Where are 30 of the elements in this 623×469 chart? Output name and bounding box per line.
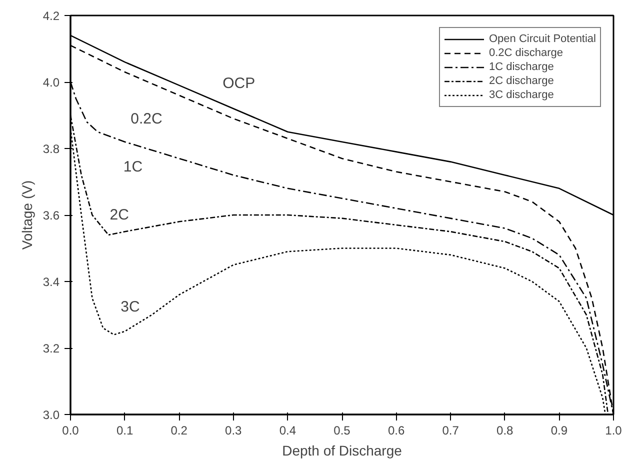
y-tick-label: 4.0 bbox=[42, 76, 60, 90]
x-tick-label: 0.7 bbox=[442, 424, 460, 438]
x-tick-label: 0.6 bbox=[388, 424, 405, 438]
y-tick-label: 3.6 bbox=[42, 208, 60, 222]
y-tick-label: 3.4 bbox=[42, 275, 60, 289]
x-tick-label: 0.9 bbox=[550, 424, 568, 438]
x-tick-label: 0.5 bbox=[334, 424, 351, 438]
annotation: OCP bbox=[222, 74, 256, 92]
x-tick-label: 0.8 bbox=[496, 424, 514, 438]
x-tick-label: 1.0 bbox=[605, 424, 622, 438]
annotation: 0.2C bbox=[130, 110, 163, 128]
y-tick-label: 3.0 bbox=[42, 408, 60, 422]
annotation: 1C bbox=[123, 158, 143, 176]
y-tick-label: 4.2 bbox=[42, 9, 60, 23]
y-axis-title: Voltage (V) bbox=[18, 180, 35, 250]
x-tick-label: 0.0 bbox=[62, 424, 80, 438]
x-axis-title: Depth of Discharge bbox=[282, 442, 402, 458]
x-tick-label: 0.2 bbox=[170, 424, 188, 438]
annotation: 2C bbox=[110, 206, 130, 224]
x-tick-label: 0.4 bbox=[279, 424, 296, 438]
legend-label: Open Circuit Potential bbox=[489, 32, 596, 46]
legend-label: 2C discharge bbox=[489, 74, 554, 88]
y-tick-label: 3.8 bbox=[42, 142, 60, 156]
x-tick-label: 0.3 bbox=[225, 424, 242, 438]
x-tick-label: 0.1 bbox=[116, 424, 134, 438]
y-tick-label: 3.2 bbox=[42, 342, 60, 356]
legend-label: 0.2C discharge bbox=[489, 46, 563, 60]
legend-label: 3C discharge bbox=[489, 88, 554, 102]
annotation: 3C bbox=[120, 298, 140, 316]
legend-label: 1C discharge bbox=[489, 60, 554, 74]
